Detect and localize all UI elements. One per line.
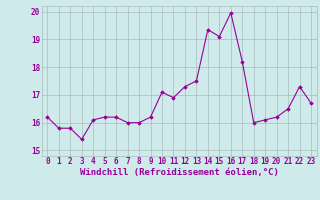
X-axis label: Windchill (Refroidissement éolien,°C): Windchill (Refroidissement éolien,°C) xyxy=(80,168,279,177)
